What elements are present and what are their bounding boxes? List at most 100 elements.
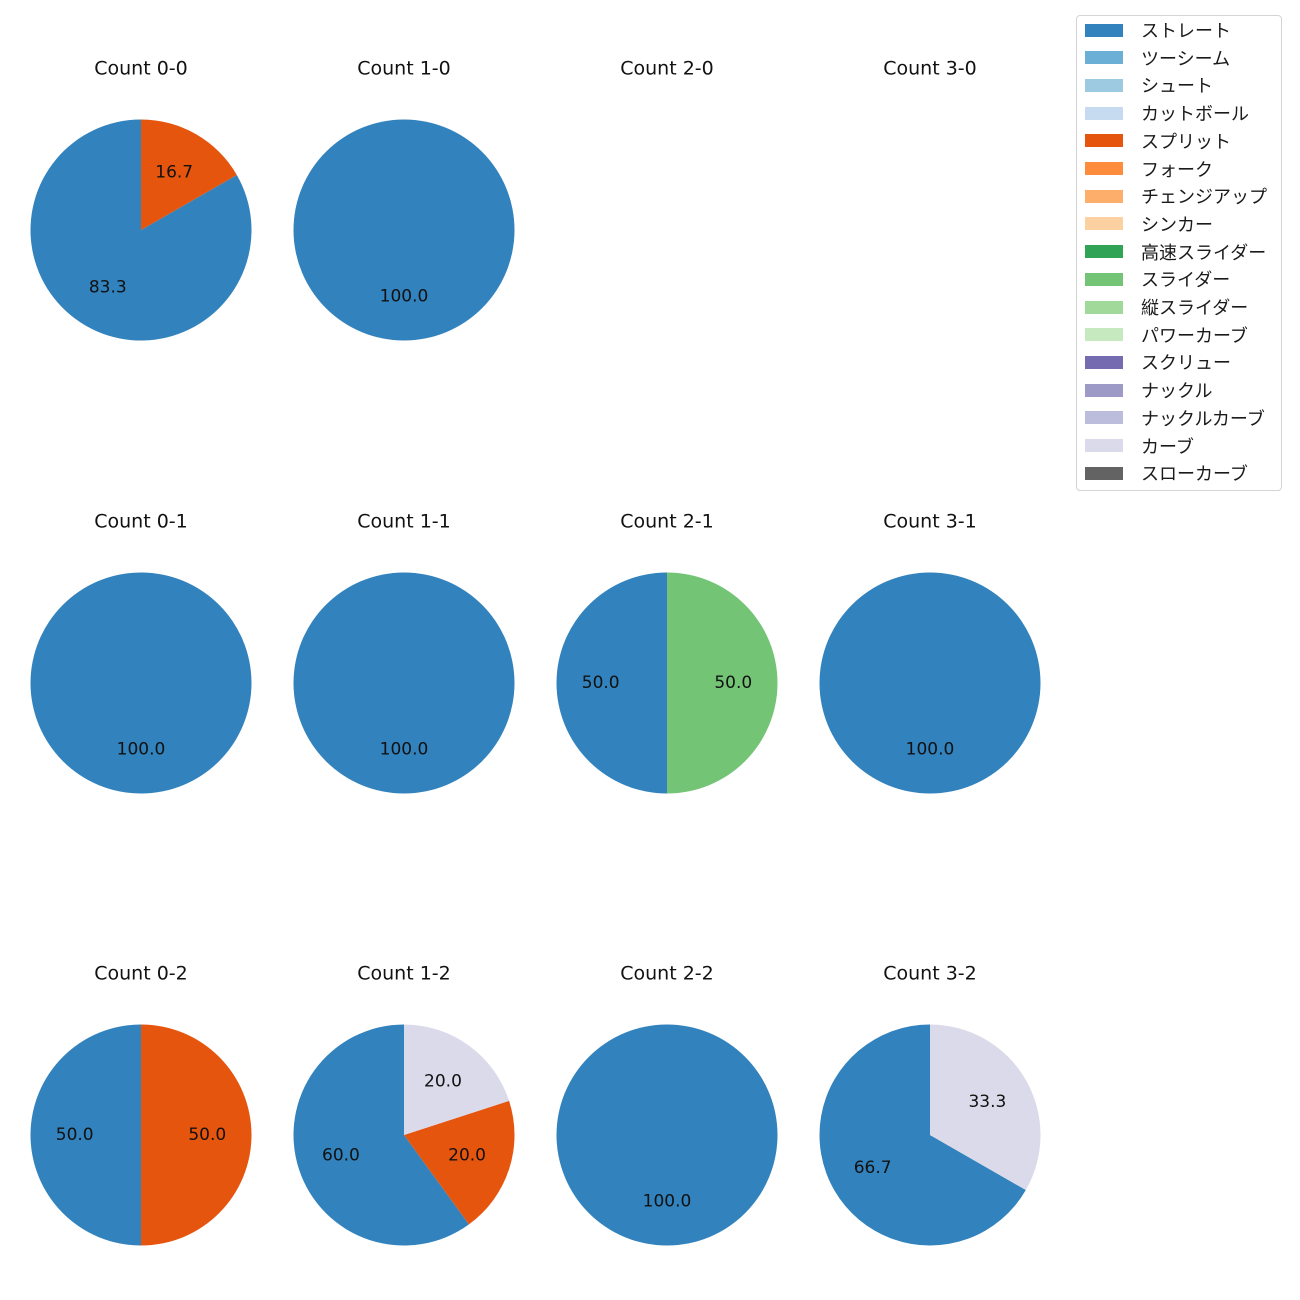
slice-label: 100.0 [906, 739, 955, 759]
legend-label: カーブ [1141, 436, 1194, 458]
legend-item: スプリット [1085, 129, 1231, 153]
pie-title: Count 3-2 [883, 963, 977, 985]
legend-item: 縦スライダー [1085, 295, 1248, 319]
legend-label: ナックルカーブ [1141, 408, 1265, 430]
legend-swatch [1085, 162, 1123, 175]
slice-label: 100.0 [117, 739, 166, 759]
pie-title: Count 1-0 [357, 58, 451, 80]
slice-label: 20.0 [448, 1145, 486, 1165]
legend-label: スプリット [1141, 131, 1231, 153]
legend-swatch [1085, 106, 1123, 120]
legend-item: フォーク [1085, 157, 1213, 181]
slice-label: 50.0 [714, 673, 752, 693]
legend-swatch [1085, 466, 1123, 480]
pie-slice [819, 1024, 1026, 1246]
pie-panel: Count 3-1 100.0 [819, 511, 1041, 794]
legend-item: パワーカーブ [1085, 323, 1248, 347]
legend-swatch [1085, 383, 1123, 397]
legend-label: シンカー [1141, 214, 1213, 236]
pie-slice [404, 1024, 510, 1135]
pie-slice [819, 572, 1041, 794]
pie-slice [293, 119, 515, 341]
pie-slice [293, 572, 515, 794]
legend-item: シンカー [1085, 212, 1213, 236]
legend-item: カーブ [1085, 434, 1194, 458]
legend-label: ツーシーム [1141, 48, 1231, 70]
legend-label: 縦スライダー [1141, 298, 1249, 319]
pie-title: Count 0-0 [94, 58, 188, 80]
legend-item: ツーシーム [1085, 46, 1230, 70]
pie-panel: Count 1-0 100.0 [293, 58, 515, 341]
legend-item: シュート [1085, 73, 1213, 97]
pie-title: Count 2-2 [620, 963, 714, 985]
legend-swatch [1085, 134, 1123, 148]
pie-title: Count 0-1 [94, 511, 188, 533]
legend-label: フォーク [1141, 159, 1213, 181]
slice-label: 33.3 [968, 1092, 1006, 1112]
pie-panel: Count 0-1 100.0 [30, 511, 252, 794]
legend-swatch [1085, 411, 1123, 425]
legend-label: シュート [1141, 76, 1213, 98]
pie-panel: Count 2-2 100.0 [556, 963, 778, 1246]
slice-label: 83.3 [89, 277, 127, 297]
legend-item: ナックル [1085, 378, 1212, 402]
pie-title: Count 1-1 [357, 511, 451, 533]
pie-title: Count 2-0 [620, 58, 714, 80]
pie-title: Count 3-0 [883, 58, 977, 80]
pie-title: Count 0-2 [94, 963, 188, 985]
legend-item: チェンジアップ [1085, 184, 1267, 208]
legend-item: スクリュー [1085, 350, 1231, 374]
legend-swatch [1085, 51, 1123, 65]
legend-label: チェンジアップ [1141, 187, 1267, 209]
legend-swatch [1085, 78, 1123, 92]
pie-slice [293, 1024, 469, 1246]
pie-slice [930, 1024, 1041, 1191]
legend-swatch [1085, 328, 1123, 342]
legend-swatch [1085, 217, 1123, 231]
slice-label: 66.7 [854, 1158, 892, 1178]
legend-label: スクリュー [1141, 353, 1231, 375]
legend-swatch [1085, 272, 1123, 286]
slice-label: 60.0 [322, 1145, 360, 1165]
slice-label: 100.0 [643, 1191, 692, 1211]
legend-label: スライダー [1141, 270, 1231, 292]
slice-label: 50.0 [56, 1125, 94, 1145]
pie-slice [404, 1100, 515, 1225]
pie-panel: Count 2-1 50.0 50.0 [556, 511, 778, 794]
legend-item: ナックルカーブ [1085, 406, 1265, 430]
pie-slice [30, 119, 252, 341]
pie-slice [556, 572, 667, 794]
legend-item: カットボール [1085, 101, 1249, 125]
pie-title: Count 2-1 [620, 511, 714, 533]
pie-panel: Count 0-0 83.3 16.7 [30, 58, 252, 341]
pie-panel: Count 3-2 66.7 33.3 [819, 963, 1041, 1246]
pie-slice [556, 1024, 778, 1246]
pie-panel: Count 2-0 [620, 58, 714, 80]
legend-label: ストレート [1141, 21, 1231, 42]
legend-item: 高速スライダー [1085, 240, 1266, 264]
pie-title: Count 3-1 [883, 511, 977, 533]
pie-panel: Count 3-0 [883, 58, 977, 80]
legend-label: 高速スライダー [1141, 242, 1267, 264]
slice-label: 100.0 [380, 739, 429, 759]
slice-label: 16.7 [155, 163, 193, 183]
slice-label: 50.0 [582, 673, 620, 693]
legend-label: カットボール [1141, 104, 1249, 126]
slice-label: 20.0 [424, 1071, 462, 1091]
legend-label: スローカーブ [1141, 464, 1248, 486]
legend-swatch [1085, 300, 1123, 314]
pie-slice [30, 1024, 142, 1246]
pie-panel: Count 0-2 50.0 50.0 [30, 963, 252, 1246]
legend-swatch [1085, 355, 1123, 369]
legend-item: ストレート [1085, 18, 1231, 42]
legend-swatch [1085, 245, 1123, 259]
pie-slice [141, 119, 237, 230]
pie-panel: Count 1-2 60.0 20.0 20.0 [293, 963, 515, 1246]
slice-label: 50.0 [188, 1125, 226, 1145]
legend-swatch [1085, 439, 1123, 452]
pie-slice [141, 1024, 252, 1246]
pie-panel: Count 1-1 100.0 [293, 511, 515, 794]
legend: ストレートツーシームシュートカットボール スプリットフォークチェンジアップ シンカー… [1076, 15, 1282, 491]
legend-label: パワーカーブ [1141, 325, 1248, 347]
